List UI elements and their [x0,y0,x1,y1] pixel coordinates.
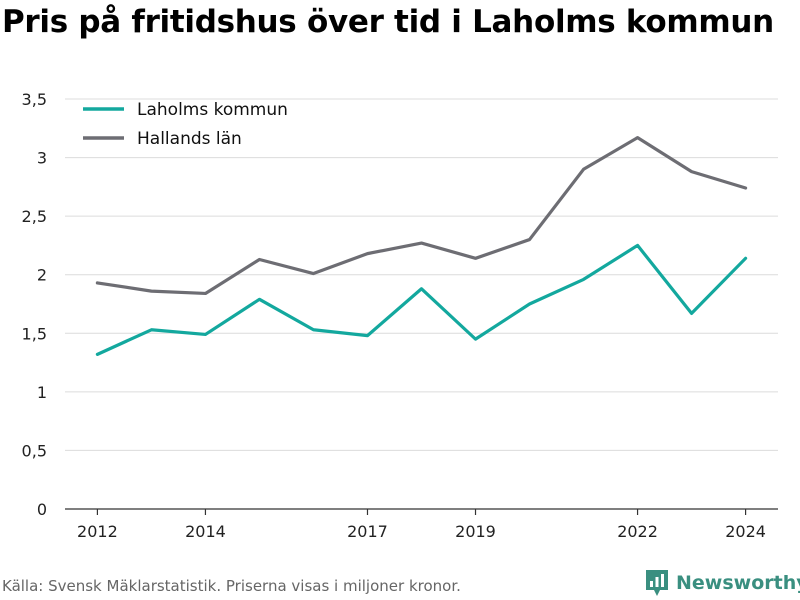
source-note: Källa: Svensk Mäklarstatistik. Priserna … [2,577,461,595]
y-tick-label: 3,5 [22,90,47,109]
axes: 0 0,5 1 1,5 2 2,5 3 3,5 2012 2014 2017 2019 2022 2024 [22,90,778,541]
legend-label: Laholms kommun [137,100,288,120]
x-tick-label: 2014 [185,522,226,541]
legend-label: Hallands län [137,129,242,149]
brand-logo: Newsworthy [644,568,800,598]
grid-lines [65,98,778,451]
newsworthy-logo-icon [646,570,668,596]
brand-name: Newsworthy [676,572,800,594]
series-line-hallands-lan [95,136,748,296]
y-tick-label: 3 [37,149,47,168]
y-tick-label: 0,5 [22,441,47,460]
x-tick-label: 2019 [455,522,496,541]
x-tick-label: 2022 [617,522,658,541]
y-tick-label: 1 [37,383,47,402]
series-lines [95,136,748,356]
chart-title: Pris på fritidshus över tid i Laholms ko… [2,4,774,40]
legend: Laholms kommun Hallands län [83,100,288,149]
y-tick-label: 2,5 [22,207,47,226]
y-tick-label: 1,5 [22,324,47,343]
x-tick-label: 2017 [347,522,388,541]
y-tick-label: 2 [37,266,47,285]
x-tick-label: 2012 [77,522,118,541]
x-tick-label: 2024 [725,522,766,541]
y-tick-label: 0 [37,500,47,519]
series-line-laholms-kommun [95,243,748,356]
